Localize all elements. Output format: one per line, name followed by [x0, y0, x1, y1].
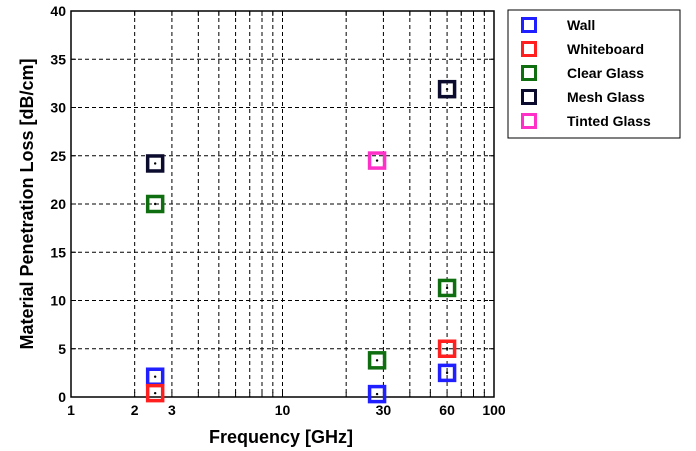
x-tick-label: 60 — [439, 402, 455, 418]
data-point-center-mesh-glass — [445, 87, 449, 91]
axis-ticks: 1 2 3 10 30 60 100 0 5 10 15 20 25 30 35 40 — [50, 3, 505, 418]
y-tick-label: 0 — [58, 389, 66, 405]
x-axis-title: Frequency [GHz] — [209, 427, 353, 447]
x-tick-label: 30 — [376, 402, 392, 418]
data-point-clear-glass — [437, 278, 457, 298]
data-point-whiteboard — [145, 383, 165, 403]
y-tick-label: 5 — [58, 341, 66, 357]
legend-label-wall: Wall — [567, 17, 595, 33]
x-tick-label: 10 — [275, 402, 291, 418]
y-tick-label: 25 — [50, 148, 66, 164]
data-point-center-wall — [153, 375, 157, 378]
data-point-center-clear-glass — [375, 359, 379, 362]
data-point-tinted-glass — [367, 151, 387, 170]
data-point-center-mesh-glass — [153, 162, 157, 165]
data-point-wall — [367, 384, 387, 404]
data-point-wall — [437, 363, 457, 383]
data-point-center-whiteboard — [153, 391, 157, 395]
x-tick-label: 100 — [482, 402, 506, 418]
x-tick-label: 3 — [168, 402, 176, 418]
y-tick-label: 35 — [50, 51, 66, 67]
data-point-center-wall — [375, 392, 379, 396]
legend-marker-wall — [521, 17, 537, 33]
y-axis-title: Material Penetration Loss [dB/cm] — [17, 58, 37, 349]
y-tick-label: 10 — [50, 293, 66, 309]
data-point-center-clear-glass — [153, 202, 157, 206]
legend-label-mesh-glass: Mesh Glass — [567, 89, 645, 105]
data-points — [145, 79, 457, 404]
y-tick-label: 15 — [50, 244, 66, 260]
data-point-clear-glass — [367, 351, 387, 370]
legend-label-whiteboard: Whiteboard — [567, 41, 644, 57]
legend-marker-whiteboard — [521, 41, 537, 57]
legend-items: Wall Whiteboard Clear Glass Mesh Glass Tinte… — [521, 17, 651, 129]
data-point-center-tinted-glass — [375, 159, 379, 162]
x-tick-label: 2 — [131, 402, 139, 418]
data-point-center-clear-glass — [445, 286, 449, 290]
x-tick-label: 1 — [67, 402, 75, 418]
legend: Wall Whiteboard Clear Glass Mesh Glass Tinte… — [507, 9, 681, 139]
data-point-mesh-glass — [145, 154, 165, 173]
data-point-center-whiteboard — [445, 347, 449, 350]
y-tick-label: 30 — [50, 100, 66, 116]
data-point-whiteboard — [437, 339, 457, 358]
legend-marker-mesh-glass — [521, 89, 537, 105]
legend-marker-tinted-glass — [521, 113, 537, 129]
grid-lines — [71, 11, 494, 397]
y-tick-label: 20 — [50, 196, 66, 212]
data-point-center-wall — [445, 371, 449, 375]
legend-marker-clear-glass — [521, 65, 537, 81]
data-point-clear-glass — [145, 194, 165, 214]
y-tick-label: 40 — [50, 3, 66, 19]
data-point-mesh-glass — [437, 79, 457, 99]
legend-label-tinted-glass: Tinted Glass — [567, 113, 651, 129]
legend-label-clear-glass: Clear Glass — [567, 65, 644, 81]
